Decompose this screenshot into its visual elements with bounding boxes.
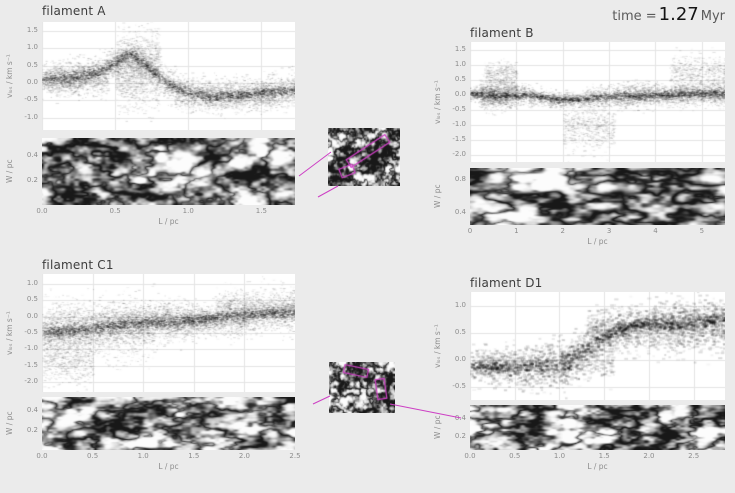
tick-label: 0.2 bbox=[26, 175, 38, 184]
tick-label: 0 bbox=[467, 227, 473, 235]
tick-label: -1.0 bbox=[24, 112, 38, 121]
tick-label: 0.0 bbox=[454, 354, 466, 363]
tick-label: 0.2 bbox=[26, 425, 38, 434]
pv-y-ticks: 1.0 0.5 0.0 -0.5 -1.0 -1.5 -2.0 bbox=[8, 274, 38, 392]
overview-map-inset-top bbox=[328, 128, 400, 186]
tick-label: 2.5 bbox=[688, 452, 700, 460]
pv-diagram-B bbox=[470, 42, 725, 162]
tick-label: 0.4 bbox=[454, 207, 466, 216]
tick-label: 1.0 bbox=[454, 59, 466, 68]
tick-label: 0.0 bbox=[464, 452, 476, 460]
x-ticks: 0.0 0.5 1.0 1.5 2.0 2.5 bbox=[464, 452, 725, 462]
connector-line bbox=[312, 395, 331, 405]
tick-label: 0.0 bbox=[36, 452, 48, 460]
tick-label: -0.5 bbox=[452, 381, 466, 390]
tick-label: 4 bbox=[653, 227, 658, 235]
tick-label: 0.0 bbox=[26, 77, 38, 86]
x-ticks: 0.0 0.5 1.0 1.5 2.0 2.5 bbox=[36, 452, 300, 462]
tick-label: -0.5 bbox=[24, 328, 38, 336]
tick-label: 0.5 bbox=[509, 452, 521, 460]
time-unit: Myr bbox=[700, 9, 725, 24]
tick-label: 1.5 bbox=[454, 44, 466, 53]
tick-label: 1.0 bbox=[454, 300, 466, 309]
tick-label: 2 bbox=[560, 227, 565, 235]
tick-label: 0.8 bbox=[454, 175, 466, 184]
tick-label: 5 bbox=[699, 227, 705, 235]
tick-label: 0.0 bbox=[454, 89, 466, 98]
x-axis-label: L / pc bbox=[587, 237, 608, 246]
tick-label: 2.0 bbox=[643, 452, 655, 460]
x-ticks: 0.0 0.5 1.0 1.5 bbox=[36, 207, 295, 217]
tick-label: 0.5 bbox=[454, 74, 466, 83]
tick-label: 0.4 bbox=[26, 406, 38, 415]
tick-label: 1.0 bbox=[137, 452, 149, 460]
pv-y-ticks: 1.0 0.5 0.0 -0.5 bbox=[436, 292, 466, 400]
map-y-ticks: 0.4 0.2 bbox=[8, 397, 38, 450]
column-density-map-D1 bbox=[470, 405, 725, 450]
map-y-ticks: 0.8 0.4 bbox=[436, 168, 466, 225]
tick-label: 1.5 bbox=[188, 452, 200, 460]
tick-label: 0.5 bbox=[87, 452, 99, 460]
panel-title: filament A bbox=[42, 4, 106, 18]
map-y-ticks: 0.4 0.2 bbox=[436, 405, 466, 450]
tick-label: 1.5 bbox=[598, 452, 610, 460]
tick-label: 0.0 bbox=[36, 207, 48, 215]
tick-label: 0.4 bbox=[454, 413, 466, 422]
tick-label: 0.5 bbox=[26, 60, 38, 69]
connector-line bbox=[317, 185, 339, 198]
tick-label: 3 bbox=[606, 227, 612, 235]
tick-label: 0.0 bbox=[26, 311, 38, 320]
tick-label: 0.4 bbox=[26, 151, 38, 160]
x-ticks: 0 1 2 3 4 5 bbox=[468, 227, 725, 237]
tick-label: 1.0 bbox=[182, 207, 194, 215]
x-axis-label: L / pc bbox=[158, 217, 179, 226]
tick-label: 1.0 bbox=[26, 278, 38, 287]
tick-label: -1.5 bbox=[452, 134, 466, 143]
column-density-map-B bbox=[470, 168, 725, 225]
panel-title: filament B bbox=[470, 26, 534, 40]
time-value: 1.27 bbox=[658, 4, 699, 25]
overview-map-image bbox=[328, 128, 400, 186]
tick-label: 1.5 bbox=[26, 25, 38, 34]
tick-label: -0.5 bbox=[452, 104, 466, 113]
overview-map-image bbox=[329, 362, 395, 413]
tick-label: 1 bbox=[514, 227, 519, 235]
tick-label: -0.5 bbox=[24, 95, 38, 104]
tick-label: 0.5 bbox=[109, 207, 121, 215]
tick-label: -1.5 bbox=[24, 360, 38, 369]
panel-title: filament C1 bbox=[42, 258, 114, 272]
time-label: time = bbox=[612, 9, 657, 24]
tick-label: -2.0 bbox=[452, 149, 466, 158]
tick-label: 0.2 bbox=[454, 431, 466, 440]
pv-y-ticks: 1.5 1.0 0.5 0.0 -0.5 -1.0 bbox=[8, 22, 38, 130]
overview-map-inset-bottom bbox=[329, 362, 395, 413]
tick-label: 2.5 bbox=[289, 452, 301, 460]
pv-diagram-A bbox=[42, 22, 295, 130]
tick-label: 0.5 bbox=[26, 295, 38, 304]
x-axis-label: L / pc bbox=[587, 462, 608, 471]
tick-label: 2.0 bbox=[238, 452, 250, 460]
tick-label: -2.0 bbox=[24, 377, 38, 386]
tick-label: 1.5 bbox=[255, 207, 267, 215]
pv-y-ticks: 1.5 1.0 0.5 0.0 -0.5 -1.0 -1.5 -2.0 bbox=[436, 42, 466, 162]
connector-line bbox=[298, 151, 332, 177]
x-axis-label: L / pc bbox=[158, 462, 179, 471]
map-y-ticks: 0.4 0.2 bbox=[8, 138, 38, 205]
tick-label: 1.0 bbox=[26, 43, 38, 52]
pv-diagram-D1 bbox=[470, 292, 725, 400]
tick-label: 1.0 bbox=[553, 452, 566, 460]
tick-label: 0.5 bbox=[454, 327, 466, 336]
tick-label: -1.0 bbox=[24, 344, 38, 353]
column-density-map-A bbox=[42, 138, 295, 205]
column-density-map-C1 bbox=[42, 397, 295, 450]
panel-title: filament D1 bbox=[470, 276, 543, 290]
pv-diagram-C1 bbox=[42, 274, 295, 392]
time-display: time = 1.27 Myr bbox=[612, 4, 725, 25]
tick-label: -1.0 bbox=[452, 119, 466, 128]
